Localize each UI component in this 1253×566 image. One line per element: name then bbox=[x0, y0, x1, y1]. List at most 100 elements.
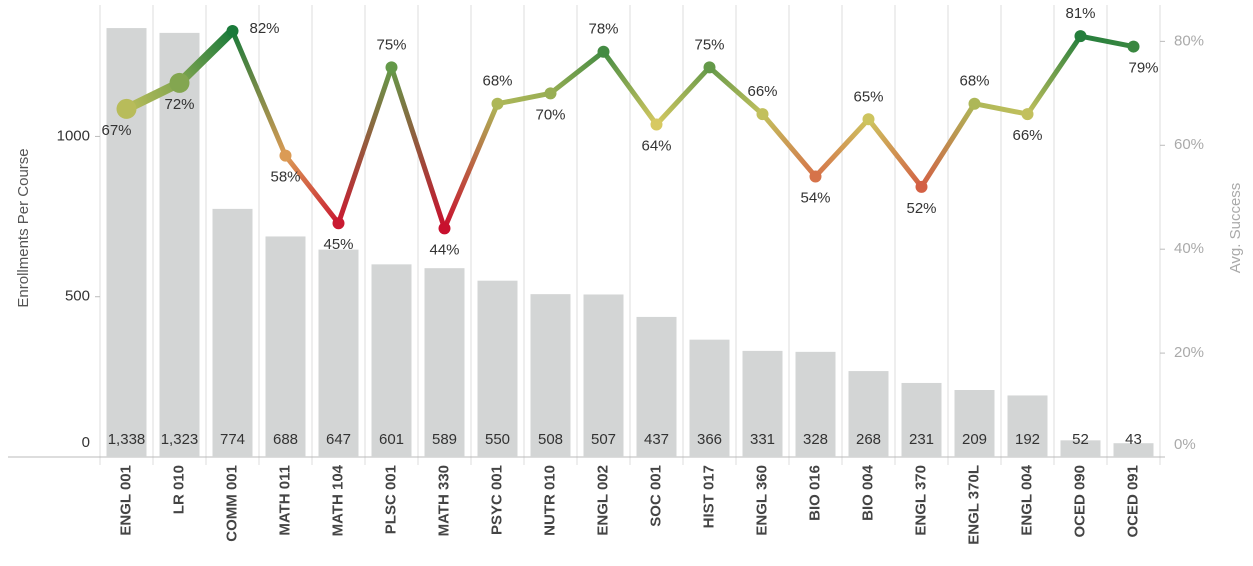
y2-tick-label: 40% bbox=[1174, 240, 1204, 257]
y2-tick-label: 60% bbox=[1174, 136, 1204, 153]
line-segment bbox=[389, 64, 447, 231]
x-tick-label: ENGL 370 bbox=[912, 465, 929, 536]
y-tick-label: 500 bbox=[65, 288, 90, 305]
y-tick-label: 1000 bbox=[57, 127, 90, 144]
line-segment bbox=[1078, 33, 1136, 50]
x-tick-label: ENGL 004 bbox=[1018, 464, 1035, 535]
bar-value-label: 328 bbox=[803, 431, 828, 448]
bar-value-label: 508 bbox=[538, 431, 563, 448]
line-point bbox=[385, 61, 398, 74]
y2-tick-label: 20% bbox=[1174, 344, 1204, 361]
line-point bbox=[169, 72, 190, 93]
bar-value-label: 550 bbox=[485, 431, 510, 448]
line-point bbox=[116, 98, 137, 119]
bar-value-label: 647 bbox=[326, 431, 351, 448]
line-point bbox=[968, 97, 981, 110]
line-value-label: 64% bbox=[641, 137, 671, 154]
line-segment bbox=[336, 64, 394, 226]
x-tick-label: MATH 330 bbox=[435, 465, 452, 536]
line-point bbox=[1021, 108, 1034, 121]
line-value-label: 70% bbox=[535, 106, 565, 123]
bar-value-label: 231 bbox=[909, 431, 934, 448]
line-segment bbox=[230, 28, 288, 159]
bar-value-label: 331 bbox=[750, 431, 775, 448]
bar-value-label: 366 bbox=[697, 431, 722, 448]
line-value-label: 78% bbox=[588, 21, 618, 38]
line-segment bbox=[283, 153, 341, 226]
bar bbox=[954, 390, 995, 457]
x-tick-label: PLSC 001 bbox=[382, 465, 399, 534]
bar bbox=[530, 294, 571, 457]
x-tick-label: BIO 004 bbox=[859, 464, 876, 521]
bar-value-label: 209 bbox=[962, 431, 987, 448]
line-value-label: 52% bbox=[906, 200, 936, 217]
line-segment bbox=[972, 101, 1030, 117]
line-segment bbox=[654, 64, 712, 127]
x-tick-label: ENGL 370L bbox=[965, 465, 982, 545]
x-tick-label: MATH 104 bbox=[329, 464, 346, 536]
line-value-label: 67% bbox=[101, 122, 131, 139]
y2-tick-label: 80% bbox=[1174, 32, 1204, 49]
bar-value-label: 1,323 bbox=[161, 431, 199, 448]
x-tick-label: OCED 090 bbox=[1071, 465, 1088, 538]
line-value-label: 54% bbox=[800, 189, 830, 206]
x-tick-label: LR 010 bbox=[170, 465, 187, 514]
x-tick-label: SOC 001 bbox=[647, 465, 664, 527]
bar-value-label: 1,338 bbox=[108, 431, 146, 448]
line-segment bbox=[707, 64, 765, 117]
bar-value-label: 43 bbox=[1125, 431, 1142, 448]
x-tick-label: ENGL 360 bbox=[753, 465, 770, 536]
line-point bbox=[544, 87, 557, 100]
line-segment bbox=[919, 101, 977, 190]
line-value-label: 75% bbox=[694, 36, 724, 53]
bar-value-label: 774 bbox=[220, 431, 245, 448]
line-point bbox=[438, 222, 451, 235]
bar-value-label: 192 bbox=[1015, 431, 1040, 448]
line-segment bbox=[175, 26, 237, 88]
line-point bbox=[862, 113, 875, 126]
line-value-label: 58% bbox=[270, 169, 300, 186]
line-point bbox=[650, 118, 663, 131]
line-value-label: 68% bbox=[959, 73, 989, 90]
line-point bbox=[756, 108, 769, 121]
line-segment bbox=[866, 116, 924, 190]
x-tick-label: MATH 011 bbox=[276, 465, 293, 536]
line-point bbox=[597, 45, 610, 58]
line-segment bbox=[548, 49, 606, 96]
bar bbox=[318, 249, 359, 457]
bar bbox=[159, 32, 200, 457]
x-tick-label: COMM 001 bbox=[223, 465, 240, 542]
bar bbox=[424, 268, 465, 457]
bar-value-label: 52 bbox=[1072, 431, 1089, 448]
line-point bbox=[279, 149, 292, 162]
line-value-label: 45% bbox=[323, 236, 353, 253]
y-tick-label: 0 bbox=[82, 434, 90, 451]
line-value-label: 65% bbox=[853, 88, 883, 105]
bar-value-label: 437 bbox=[644, 431, 669, 448]
x-tick-label: BIO 016 bbox=[806, 465, 823, 521]
line-segment bbox=[1025, 33, 1083, 117]
line-segment bbox=[601, 49, 659, 127]
x-tick-label: PSYC 001 bbox=[488, 465, 505, 535]
bar bbox=[689, 339, 730, 457]
line-segment bbox=[760, 111, 818, 179]
bar-value-label: 507 bbox=[591, 431, 616, 448]
bar bbox=[371, 264, 412, 457]
bar-value-label: 688 bbox=[273, 431, 298, 448]
bar bbox=[848, 371, 889, 457]
x-tick-label: ENGL 002 bbox=[594, 465, 611, 536]
bar-value-label: 268 bbox=[856, 431, 881, 448]
bar bbox=[1007, 395, 1048, 457]
line-point bbox=[1127, 40, 1140, 53]
line-value-label: 66% bbox=[747, 83, 777, 100]
line-value-label: 82% bbox=[249, 20, 279, 37]
y2-tick-label: 0% bbox=[1174, 436, 1196, 453]
bar bbox=[106, 28, 147, 458]
line-segment bbox=[813, 116, 871, 179]
line-point bbox=[809, 170, 822, 183]
bar bbox=[636, 316, 677, 457]
line-point bbox=[226, 24, 239, 37]
bar bbox=[265, 236, 306, 457]
x-tick-label: NUTR 010 bbox=[541, 465, 558, 536]
